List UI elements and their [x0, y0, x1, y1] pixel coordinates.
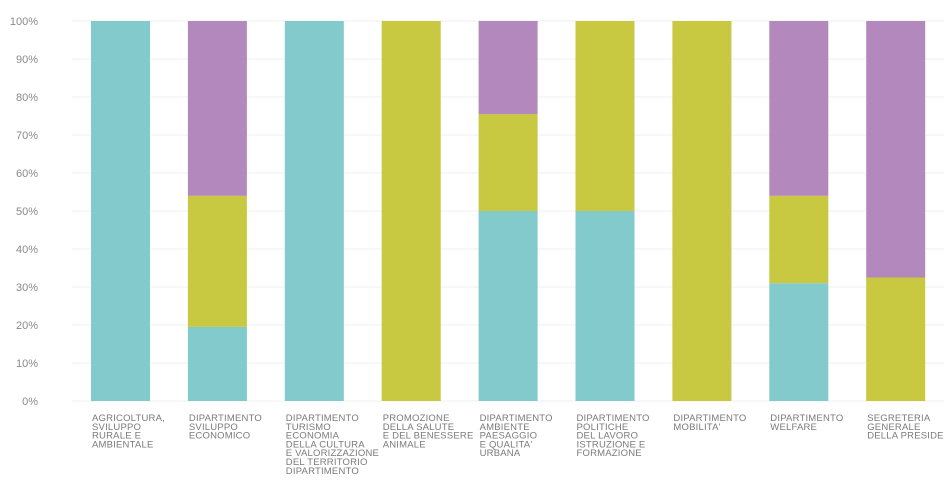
bar-segment: [478, 114, 538, 211]
bar-segment: [769, 195, 829, 284]
category-label: DIPARTIMENTO: [286, 466, 359, 477]
y-tick-label: 40%: [16, 244, 38, 256]
bar-segment: [672, 21, 732, 401]
category-label: DEL LAVORO: [577, 431, 639, 442]
y-tick-label: 70%: [16, 130, 38, 142]
bar-segment: [478, 21, 538, 115]
bar-segment: [187, 326, 247, 401]
category-label: DIPARTIMENTO: [770, 413, 843, 424]
category-label: PAESAGGIO: [480, 431, 538, 442]
category-label: DELLA PRESIDENZA: [867, 431, 944, 442]
bar-segment: [187, 195, 247, 327]
y-tick-label: 0%: [22, 396, 38, 408]
bar-segment: [866, 21, 926, 278]
category-label: SVILUPPO: [189, 422, 238, 433]
category-label: DIPARTIMENTO: [480, 413, 553, 424]
bar-segment: [91, 21, 150, 401]
y-axis-tick-labels: 0% 10% 20% 30% 40% 50% 60% 70% 80% 90% 100%: [10, 16, 38, 408]
category-label: DIPARTIMENTO: [189, 413, 262, 424]
category-label: URBANA: [480, 448, 521, 459]
bar-segment: [284, 21, 344, 401]
category-label: TURISMO: [286, 422, 331, 433]
category-label: SEGRETERIA: [867, 413, 931, 424]
y-tick-label: 20%: [16, 320, 38, 332]
bar-segment: [381, 21, 441, 401]
bar-segment: [769, 21, 829, 196]
category-label: SVILUPPO: [92, 422, 141, 433]
category-label: PROMOZIONE: [383, 413, 450, 424]
category-label: WELFARE: [770, 422, 817, 433]
category-label: DELLA SALUTE: [383, 422, 455, 433]
category-label: AMBIENTE: [480, 422, 530, 433]
category-label: E DEL BENESSERE: [383, 431, 474, 442]
bar-segment: [478, 211, 538, 401]
category-label: DIPARTIMENTO: [577, 413, 650, 424]
category-label: AMBIENTALE: [92, 439, 153, 450]
bar-segment: [187, 21, 247, 196]
category-label: POLITICHE: [577, 422, 629, 433]
category-label: ISTRUZIONE E: [577, 439, 646, 450]
bar-layer: [91, 21, 926, 401]
category-label: E VALORIZZAZIONE: [286, 448, 379, 459]
category-label: DELLA CULTURA: [286, 439, 365, 450]
category-label: RURALE E: [92, 431, 141, 442]
category-label: MOBILITA': [673, 422, 720, 433]
category-label: GENERALE: [867, 422, 920, 433]
category-label: FORMAZIONE: [577, 448, 642, 459]
y-tick-label: 50%: [16, 206, 38, 218]
category-label: AGRICOLTURA,: [92, 413, 165, 424]
y-tick-label: 60%: [16, 168, 38, 180]
category-label: E QUALITA': [480, 439, 533, 450]
bar-segment: [575, 21, 635, 211]
y-tick-label: 100%: [10, 16, 38, 28]
y-tick-label: 30%: [16, 282, 38, 294]
category-label: DEL TERRITORIO: [286, 457, 368, 468]
category-label: ECONOMICO: [189, 431, 250, 442]
bar-segment: [866, 277, 926, 401]
bar-segment: [575, 211, 635, 401]
category-label: DIPARTIMENTO: [286, 413, 359, 424]
y-tick-label: 90%: [16, 54, 38, 66]
y-tick-label: 80%: [16, 92, 38, 104]
category-label: DIPARTIMENTO: [673, 413, 746, 424]
y-tick-label: 10%: [16, 358, 38, 370]
category-label: ECONOMIA: [286, 431, 340, 442]
bar-segment: [769, 283, 829, 401]
category-label: ANIMALE: [383, 439, 426, 450]
